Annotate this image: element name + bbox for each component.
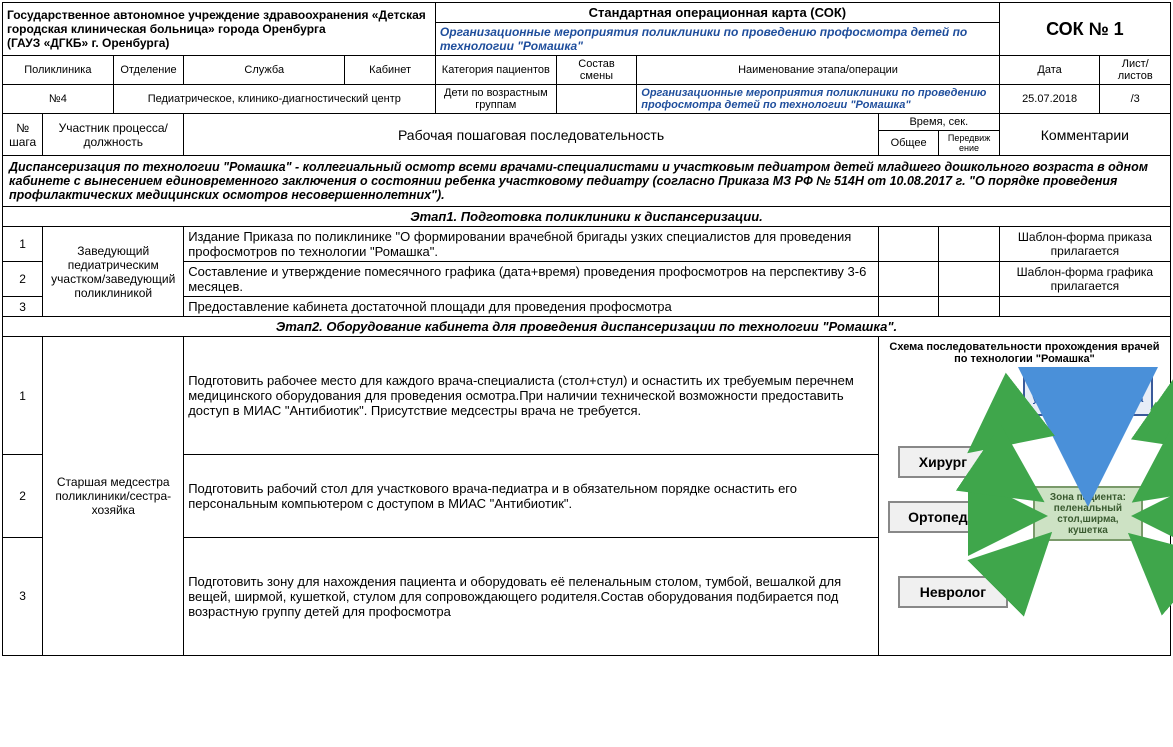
meta-hdr-department: Отделение: [113, 56, 183, 85]
diagram-arrows: [883, 341, 1173, 651]
meta-hdr-cabinet: Кабинет: [345, 56, 436, 85]
sok-title: Стандартная операционная карта (СОК): [435, 3, 999, 23]
s1r1-t1: [878, 227, 938, 262]
s2r3-text: Подготовить зону для нахождения пациента…: [184, 537, 879, 655]
s2-participant: Старшая медсестра поликлиники/сестра-хоз…: [43, 337, 184, 656]
s1-participant: Заведующий педиатрическим участком/завед…: [43, 227, 184, 317]
s2r2-n: 2: [3, 455, 43, 538]
doc-table: Государственное автономное учреждение зд…: [2, 2, 1171, 656]
meta-hdr-date: Дата: [999, 56, 1100, 85]
sok-subtitle: Организационные мероприятия поликлиники …: [435, 23, 999, 56]
col-time: Время, сек.: [878, 114, 999, 131]
s1r3-comment: [999, 297, 1170, 317]
meta-hdr-sheet: Лист/листов: [1100, 56, 1171, 85]
meta-val-date: 25.07.2018: [999, 85, 1100, 114]
s1r1-n: 1: [3, 227, 43, 262]
meta-val-sheet: /3: [1100, 85, 1171, 114]
meta-hdr-patients: Категория пациентов: [435, 56, 556, 85]
intro-text: Диспансеризация по технологии "Ромашка" …: [3, 156, 1171, 207]
s1r3-t2: [939, 297, 999, 317]
sok-number: СОК № 1: [999, 3, 1170, 56]
meta-val-opname: Организационные мероприятия поликлиники …: [637, 85, 1000, 114]
meta-val-shift: [556, 85, 637, 114]
col-comments: Комментарии: [999, 114, 1170, 156]
meta-hdr-opname: Наименование этапа/операции: [637, 56, 1000, 85]
s2r2-text: Подготовить рабочий стол для участкового…: [184, 455, 879, 538]
col-step: № шага: [3, 114, 43, 156]
meta-val-patients: Дети по возрастным группам: [435, 85, 556, 114]
s1r2-comment: Шаблон-форма графика прилагается: [999, 262, 1170, 297]
s1r3-text: Предоставление кабинета достаточной площ…: [184, 297, 879, 317]
s1r2-t2: [939, 262, 999, 297]
s1r1-comment: Шаблон-форма приказа прилагается: [999, 227, 1170, 262]
s1r2-text: Составление и утверждение помесячного гр…: [184, 262, 879, 297]
col-participant: Участник процесса/должность: [43, 114, 184, 156]
s1r2-t1: [878, 262, 938, 297]
meta-hdr-polyclinic: Поликлиника: [3, 56, 114, 85]
s2r1-n: 1: [3, 337, 43, 455]
s1r1-t2: [939, 227, 999, 262]
col-sequence: Рабочая пошаговая последовательность: [184, 114, 879, 156]
col-time-move: Передвиж ение: [939, 131, 999, 156]
meta-val-polyclinic: №4: [3, 85, 114, 114]
s1r1-text: Издание Приказа по поликлинике "О формир…: [184, 227, 879, 262]
s1r2-n: 2: [3, 262, 43, 297]
diagram-cell: Схема последовательности прохождения вра…: [878, 337, 1170, 656]
s2r3-n: 3: [3, 537, 43, 655]
s2r1-text: Подготовить рабочее место для каждого вр…: [184, 337, 879, 455]
stage2-title: Этап2. Оборудование кабинета для проведе…: [3, 317, 1171, 337]
flow-diagram: Схема последовательности прохождения вра…: [883, 341, 1166, 651]
stage1-title: Этап1. Подготовка поликлиники к диспансе…: [3, 207, 1171, 227]
meta-hdr-service: Служба: [184, 56, 345, 85]
meta-hdr-shift: Состав смены: [556, 56, 637, 85]
org-name: Государственное автономное учреждение зд…: [3, 3, 436, 56]
meta-val-department: Педиатрическое, клинико-диагностический …: [113, 85, 435, 114]
s1r3-t1: [878, 297, 938, 317]
col-time-total: Общее: [878, 131, 938, 156]
s1r3-n: 3: [3, 297, 43, 317]
